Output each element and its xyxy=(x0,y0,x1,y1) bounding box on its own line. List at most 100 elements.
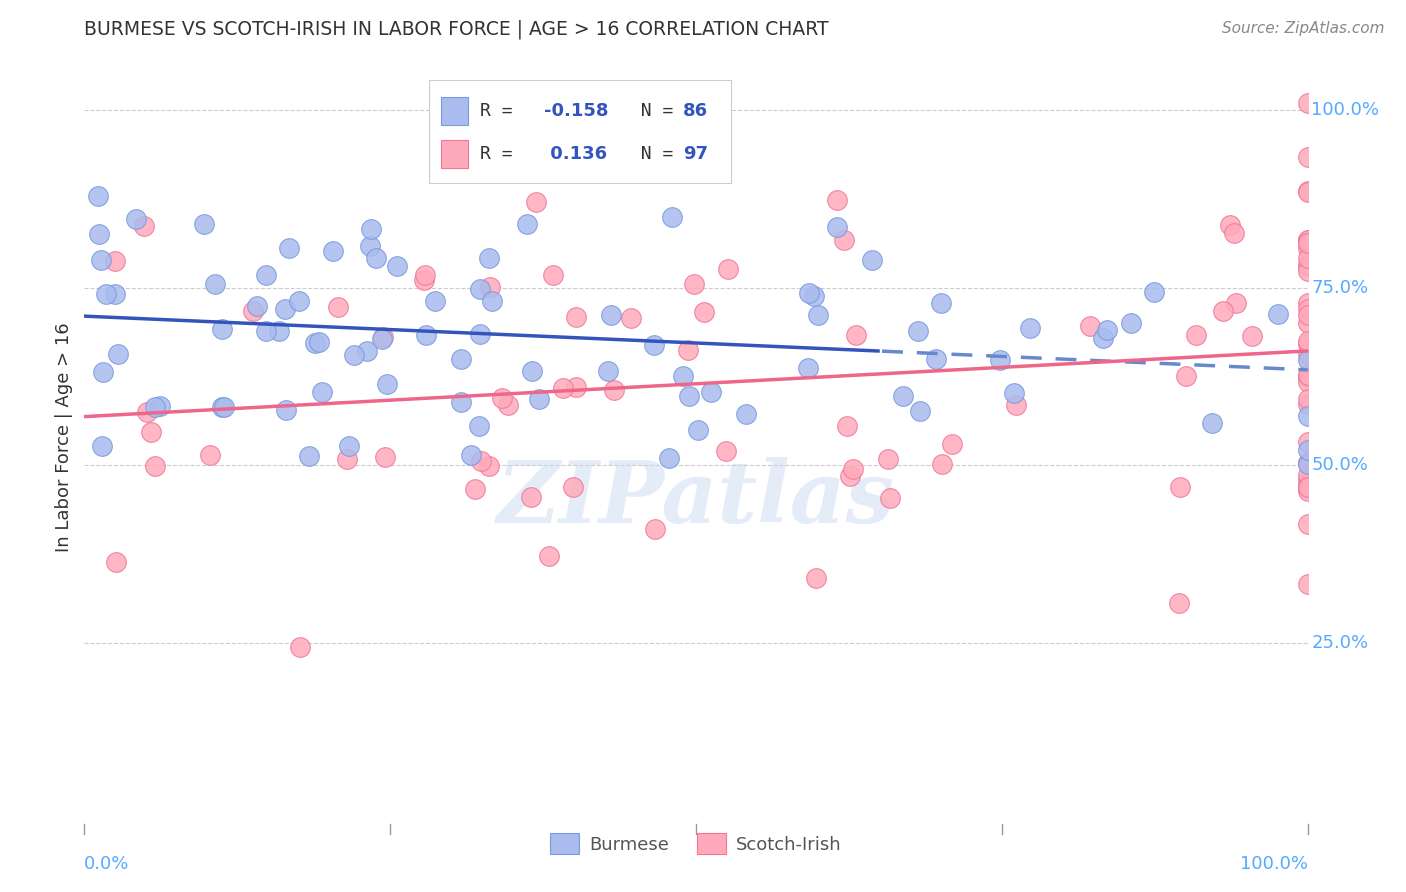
Point xyxy=(481,293,503,308)
Point xyxy=(278,240,301,254)
Point xyxy=(907,325,929,339)
Point xyxy=(496,398,519,412)
Point xyxy=(1296,185,1319,199)
Point xyxy=(1267,307,1289,321)
Point xyxy=(1296,456,1319,470)
Point xyxy=(1296,468,1319,483)
Point xyxy=(276,403,298,417)
Point xyxy=(343,348,366,362)
Point xyxy=(714,443,737,458)
Point xyxy=(328,300,350,314)
Point xyxy=(308,335,330,350)
Point xyxy=(87,189,110,203)
Text: N =: N = xyxy=(619,102,685,120)
Point xyxy=(360,222,382,236)
Point xyxy=(1185,327,1208,342)
Point xyxy=(825,193,848,207)
Point xyxy=(1296,260,1319,274)
Point xyxy=(562,480,585,494)
Text: 25.0%: 25.0% xyxy=(1312,634,1368,652)
Point xyxy=(658,451,681,466)
Point xyxy=(520,364,543,378)
Point xyxy=(734,408,756,422)
Point xyxy=(1296,241,1319,255)
Point xyxy=(1296,353,1319,368)
Point xyxy=(375,377,398,392)
Point xyxy=(1296,375,1319,389)
Point xyxy=(616,145,638,159)
Point xyxy=(1004,398,1026,412)
Point xyxy=(807,309,830,323)
Point xyxy=(717,262,740,277)
Point xyxy=(254,325,277,339)
Point xyxy=(1168,480,1191,494)
Point xyxy=(267,324,290,338)
Point xyxy=(1296,481,1319,495)
Point xyxy=(827,219,849,234)
Point xyxy=(1296,263,1319,277)
Point xyxy=(803,289,825,303)
Point xyxy=(139,425,162,439)
Point xyxy=(924,352,946,367)
Point xyxy=(212,401,235,415)
Point xyxy=(366,251,388,265)
Point xyxy=(603,383,626,397)
Point xyxy=(988,353,1011,368)
Point xyxy=(565,310,588,325)
Text: R =: R = xyxy=(481,145,534,163)
Text: N =: N = xyxy=(619,145,685,163)
Point xyxy=(891,388,914,402)
Point xyxy=(797,360,820,375)
Point xyxy=(211,401,233,415)
Point xyxy=(1002,386,1025,401)
Text: 75.0%: 75.0% xyxy=(1312,279,1368,297)
Text: R =: R = xyxy=(481,102,523,120)
Point xyxy=(193,217,215,231)
Point xyxy=(1212,304,1234,318)
Point xyxy=(661,210,683,224)
Point xyxy=(94,286,117,301)
Point xyxy=(1296,258,1319,272)
Point xyxy=(1296,334,1319,349)
Text: 86: 86 xyxy=(683,102,707,120)
Point xyxy=(1201,416,1223,430)
Point xyxy=(90,439,112,453)
Point xyxy=(242,304,264,318)
Text: Source: ZipAtlas.com: Source: ZipAtlas.com xyxy=(1222,21,1385,36)
Point xyxy=(478,459,501,474)
Point xyxy=(211,322,233,336)
Point xyxy=(1241,329,1264,343)
Point xyxy=(298,449,321,463)
Point xyxy=(1097,323,1119,337)
Point xyxy=(468,418,491,433)
Point xyxy=(1296,251,1319,265)
Point xyxy=(132,219,155,234)
Point xyxy=(1296,409,1319,423)
Point xyxy=(678,389,700,403)
Point xyxy=(1296,235,1319,249)
Point xyxy=(246,299,269,313)
Point xyxy=(599,309,621,323)
Point xyxy=(1296,457,1319,471)
Point xyxy=(845,327,868,342)
Point xyxy=(1296,370,1319,384)
Point xyxy=(672,369,695,384)
Point xyxy=(516,217,538,231)
Point xyxy=(1296,435,1319,450)
Point xyxy=(415,328,437,343)
Point xyxy=(1296,479,1319,493)
Point xyxy=(1296,517,1319,532)
Point xyxy=(860,252,883,267)
Point xyxy=(1296,235,1319,250)
Point xyxy=(538,549,561,564)
Point xyxy=(1296,96,1319,111)
Point xyxy=(541,268,564,283)
Point xyxy=(644,522,666,536)
Point xyxy=(877,452,900,467)
Point xyxy=(908,404,931,418)
Point xyxy=(804,571,827,585)
Point xyxy=(1296,316,1319,330)
Point xyxy=(1018,321,1040,335)
Point xyxy=(527,392,550,406)
Point xyxy=(143,458,166,473)
